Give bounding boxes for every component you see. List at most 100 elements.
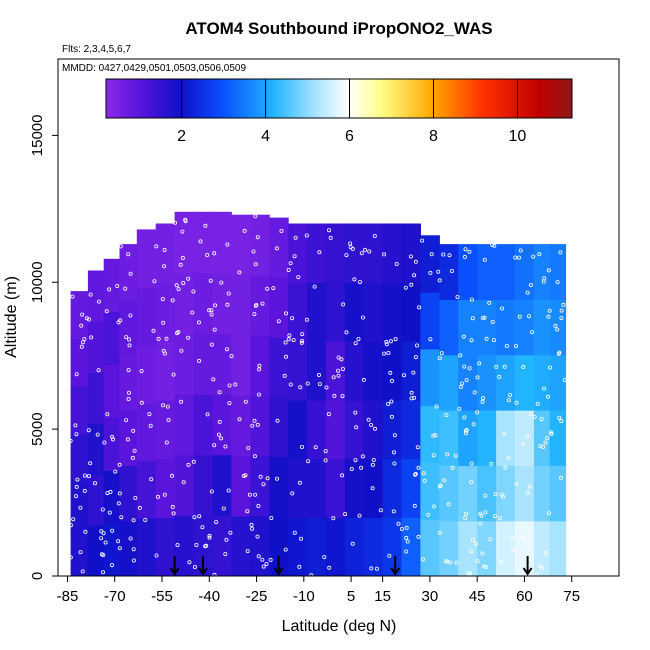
sample-point [478,521,483,526]
sample-point [162,351,167,356]
heatmap-cell [363,341,384,401]
sample-point [107,510,112,515]
sample-point [124,418,129,423]
sample-point [203,223,208,228]
sample-point [444,559,449,564]
heatmap-cell [103,258,121,313]
heatmap-cell [344,517,365,576]
heatmap-cell [70,528,89,576]
heatmap-cell [458,244,478,300]
sample-point [74,494,79,499]
sample-point [179,348,184,353]
sample-point [228,530,233,535]
heatmap-cell [193,333,213,395]
y-axis: 0 5000 10000 15000 [29,115,58,580]
heatmap-cell [231,515,251,576]
sample-point [254,302,259,307]
sample-point [127,337,132,342]
sample-point [438,483,443,488]
sample-point [181,480,186,485]
heatmap-cell [155,223,176,283]
sample-point [471,422,476,427]
sample-point [356,337,361,342]
sample-point [416,534,421,539]
sample-point [247,492,252,497]
heatmap-cell [344,282,365,342]
sample-point [404,535,409,540]
sample-point [181,280,186,285]
sample-point [439,351,444,356]
sample-point [260,301,265,306]
sample-point [258,474,263,479]
sample-point [331,516,336,521]
sample-point [481,564,486,569]
sample-point [401,373,406,378]
x-axis-label: Latitude (deg N) [282,618,397,635]
heatmap-cell [420,348,440,407]
heatmap-cell [136,460,157,519]
sample-point [538,564,543,569]
sample-point [288,382,293,387]
sample-point [555,280,560,285]
heatmap-cell [458,410,478,466]
heatmap-cell [496,465,516,522]
heatmap-cell [477,520,497,576]
x-axis: -85 -70 -55 -40 -25 -10 5 15 30 45 60 75 [57,576,580,605]
sample-point [128,271,133,276]
heatmap-cell [155,341,176,401]
sample-point [171,511,176,516]
sample-point [409,390,414,395]
heatmap-cell [496,354,516,411]
sample-point [111,437,116,442]
heatmap-cell [549,354,567,411]
heatmap-cell [155,282,176,342]
y-tick-label: 0 [29,572,46,580]
sample-point [101,570,106,575]
sample-point [223,444,228,449]
colorbar-tick-label: 4 [261,128,270,145]
heatmap-cell [401,399,421,460]
sample-point [559,475,564,480]
sample-point [388,370,393,375]
sample-point [115,283,120,288]
sample-point [283,354,288,359]
sample-point [88,292,93,297]
heatmap-cell [231,274,251,336]
dates-subtitle: MMDD: 0427,0429,0501,0503,0506,0509 [62,63,246,74]
sample-point [107,287,112,292]
heatmap-cell [307,399,327,460]
sample-point [116,501,121,506]
sample-point [300,332,305,337]
sample-point [271,286,276,291]
sample-point [549,431,554,436]
heatmap-cell [515,410,535,466]
sample-point [514,400,519,405]
sample-point [350,541,355,546]
sample-point [205,252,210,257]
sample-point [324,385,329,390]
sample-point [255,235,260,240]
profile-arrowhead [390,567,401,576]
sample-point [68,523,73,528]
sample-point [413,355,418,360]
sample-point [450,465,455,470]
heatmap-cell [515,354,535,411]
sample-point [154,244,159,249]
sample-point [559,418,564,423]
sample-point [255,534,260,539]
heatmap-cell [288,458,308,518]
sample-point [509,537,514,542]
heatmap-cell [87,423,105,475]
sample-point [339,357,344,362]
y-tick-label: 15000 [29,115,46,157]
heatmap-cell [477,354,497,411]
sample-point [83,473,88,478]
sample-point [304,233,309,238]
sample-point [313,445,318,450]
sample-point [384,339,389,344]
sample-point [126,396,131,401]
sample-point [99,552,104,557]
heatmap-cell [401,517,421,576]
heatmap-cell [70,433,89,482]
sample-point [312,284,317,289]
